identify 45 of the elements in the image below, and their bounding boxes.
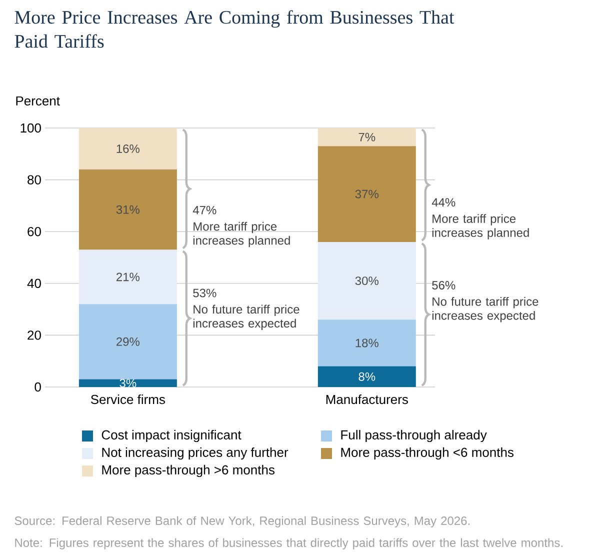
y-tick-label: 0 (34, 382, 41, 392)
annotation: No future tariff price increases expected (432, 297, 538, 322)
annotation: 53% (193, 288, 216, 298)
bar (78, 250, 177, 304)
bar (318, 128, 416, 146)
bar (318, 320, 416, 366)
legend-label: More pass-through >6 months (102, 464, 274, 478)
x-tick-label: Service firms (90, 394, 166, 404)
data-label: 18% (356, 338, 378, 348)
annotation: 47% (192, 206, 216, 214)
data-label: 37% (355, 190, 378, 198)
y-tick-label: 20 (28, 330, 41, 340)
text: Note: Figures represent the shares of businesses that directly paid tariffs over the last twelve months. (15, 538, 562, 550)
y-tick-label: 80 (28, 175, 41, 184)
legend-label: Full pass-through already (341, 430, 487, 442)
bar (78, 128, 177, 170)
chart-title: More Price Increases Are Coming from Businesses That Paid Tariffs (14, 10, 454, 48)
bar (318, 366, 416, 387)
y-tick-label: 100 (20, 123, 41, 133)
legend-label: Not increasing prices any further (102, 447, 288, 460)
annotation: 56% (432, 281, 456, 290)
annotation: More tariff price increases planned (193, 222, 290, 248)
bar (78, 379, 177, 387)
annotation: More tariff price increases planned (432, 214, 529, 240)
legend-label: Cost impact insignificant (102, 430, 242, 442)
data-label: 29% (116, 337, 140, 346)
bar (318, 146, 416, 242)
data-label: 31% (116, 205, 140, 214)
data-label: 30% (355, 276, 378, 286)
data-label: 7% (358, 132, 376, 142)
bar (318, 242, 416, 320)
x-tick-label: Manufacturers (326, 394, 408, 404)
annotation: No future tariff price increases expected (193, 304, 300, 330)
y-axis-title: Percent (16, 96, 60, 106)
y-tick-label: 60 (28, 226, 41, 236)
data-label: 3% (120, 378, 136, 388)
y-tick-label: 40 (27, 278, 41, 288)
data-label: 8% (358, 372, 376, 381)
data-label: 21% (116, 272, 140, 282)
source-note: Source: Federal Reserve Bank of New York, Regional Business Surveys, May 2026. (14, 516, 470, 528)
data-label: 16% (116, 144, 140, 153)
bar (78, 169, 177, 250)
legend-label: More pass-through <6 months (341, 447, 514, 460)
annotation: 44% (432, 198, 456, 207)
bar (78, 304, 177, 380)
